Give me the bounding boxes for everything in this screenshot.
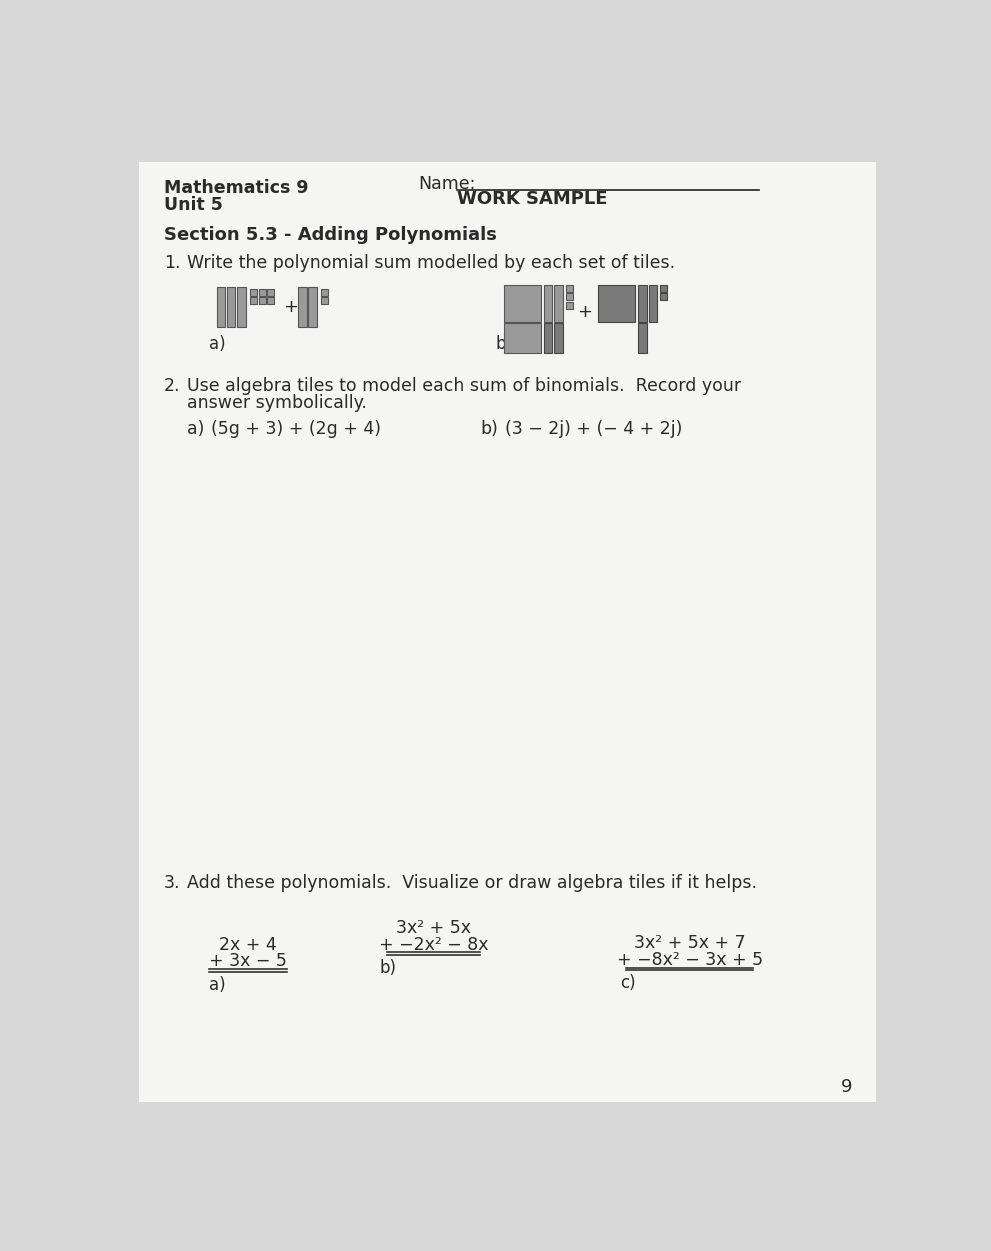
Text: a): a)	[209, 976, 226, 993]
Text: a): a)	[209, 335, 226, 353]
Bar	[544, 323, 552, 353]
Text: answer symbolically.: answer symbolically.	[187, 394, 368, 413]
Text: 2x + 4: 2x + 4	[219, 936, 276, 953]
Text: b): b)	[380, 958, 396, 977]
Text: +: +	[283, 298, 298, 317]
Bar	[268, 298, 275, 304]
Bar	[250, 289, 258, 295]
Text: b): b)	[481, 419, 498, 438]
Bar	[638, 285, 647, 322]
Text: + −8x² − 3x + 5: + −8x² − 3x + 5	[616, 951, 763, 970]
Text: Add these polynomials.  Visualize or draw algebra tiles if it helps.: Add these polynomials. Visualize or draw…	[187, 874, 757, 892]
Text: Unit 5: Unit 5	[165, 196, 223, 214]
Text: b): b)	[496, 335, 513, 353]
Bar	[503, 323, 541, 353]
Text: 9: 9	[841, 1077, 852, 1096]
Bar	[554, 323, 563, 353]
Bar	[660, 285, 667, 291]
Bar	[227, 288, 236, 328]
Bar	[599, 285, 635, 322]
Bar	[259, 298, 266, 304]
Text: Use algebra tiles to model each sum of binomials.  Record your: Use algebra tiles to model each sum of b…	[187, 378, 741, 395]
Text: 3x² + 5x + 7: 3x² + 5x + 7	[634, 934, 745, 952]
Text: Section 5.3 - Adding Polynomials: Section 5.3 - Adding Polynomials	[165, 225, 497, 244]
Bar	[268, 289, 275, 295]
Text: (5g + 3) + (2g + 4): (5g + 3) + (2g + 4)	[211, 419, 381, 438]
Bar	[660, 293, 667, 300]
Text: (3 − 2j) + (− 4 + 2j): (3 − 2j) + (− 4 + 2j)	[505, 419, 683, 438]
FancyBboxPatch shape	[140, 161, 876, 1102]
Bar	[566, 285, 573, 291]
Bar	[638, 323, 647, 353]
Bar	[503, 285, 541, 322]
Bar	[648, 285, 657, 322]
Bar	[544, 285, 552, 322]
Text: + 3x − 5: + 3x − 5	[209, 952, 286, 971]
Bar	[250, 298, 258, 304]
Bar	[259, 289, 266, 295]
Text: WORK SAMPLE: WORK SAMPLE	[457, 190, 607, 208]
Text: a): a)	[187, 419, 205, 438]
Text: +: +	[578, 303, 593, 320]
Text: 2.: 2.	[165, 378, 180, 395]
Text: Write the polynomial sum modelled by each set of tiles.: Write the polynomial sum modelled by eac…	[187, 254, 676, 271]
Bar	[321, 298, 328, 304]
Text: Mathematics 9: Mathematics 9	[165, 179, 308, 198]
Bar	[237, 288, 246, 328]
Bar	[321, 289, 328, 295]
Bar	[217, 288, 225, 328]
Text: Name:: Name:	[418, 175, 476, 193]
Bar	[308, 288, 317, 328]
Bar	[566, 293, 573, 300]
Bar	[566, 301, 573, 309]
Bar	[298, 288, 307, 328]
Bar	[554, 285, 563, 322]
Text: 3x² + 5x: 3x² + 5x	[396, 918, 472, 937]
Text: + −2x² − 8x: + −2x² − 8x	[380, 936, 489, 953]
Text: 1.: 1.	[165, 254, 180, 271]
Text: 3.: 3.	[165, 874, 180, 892]
Text: c): c)	[620, 975, 635, 992]
